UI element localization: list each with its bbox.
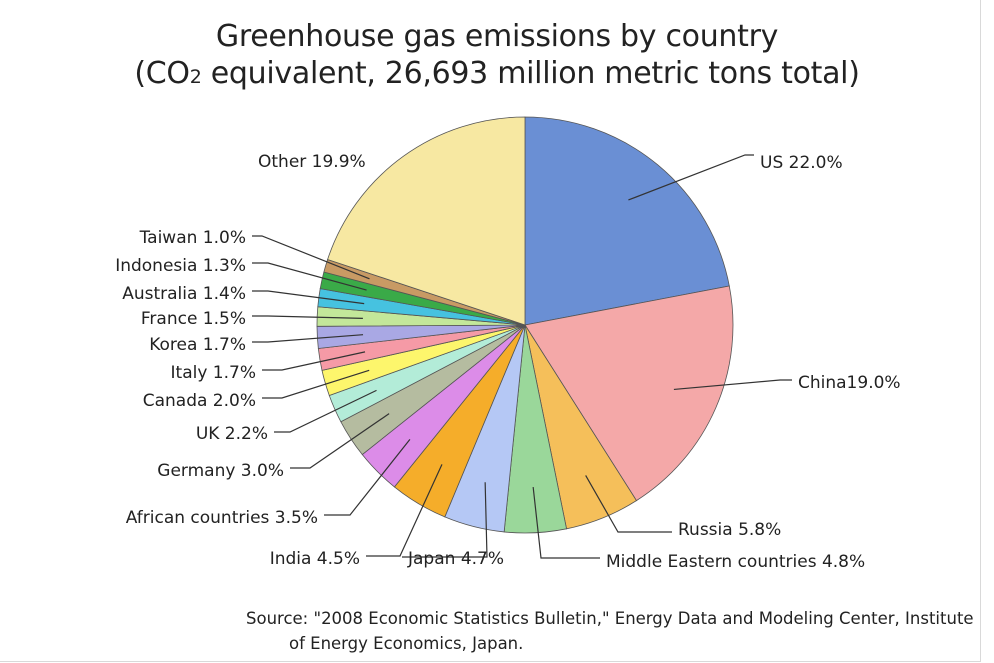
leader-line-china <box>673 379 792 391</box>
slice-label-australia: Australia 1.4% <box>122 284 246 304</box>
leader-line-russia <box>585 475 672 533</box>
leader-line-canada <box>262 369 370 399</box>
leader-line-japan <box>402 482 488 558</box>
source-note: Source: "2008 Economic Statistics Bullet… <box>246 609 974 653</box>
leader-line-taiwan <box>252 235 370 280</box>
slice-label-taiwan: Taiwan 1.0% <box>139 228 246 248</box>
leader-line-italy <box>262 351 366 371</box>
slice-label-indonesia: Indonesia 1.3% <box>115 256 246 276</box>
slice-label-canada: Canada 2.0% <box>143 391 256 411</box>
slice-label-uk: UK 2.2% <box>196 424 268 444</box>
leader-line-korea <box>252 334 364 343</box>
pie-slice-us <box>524 116 730 326</box>
chart-title: Greenhouse gas emissions by country <box>215 19 779 54</box>
pie-slice-china <box>524 285 734 502</box>
slice-label-other: Other 19.9% <box>258 152 366 172</box>
leader-line-australia <box>252 290 365 305</box>
subtitle-prefix: (CO <box>134 56 190 91</box>
chart-subtitle: (CO2 equivalent, 26,693 million metric t… <box>0 56 994 95</box>
slice-label-us: US 22.0% <box>760 153 843 173</box>
slice-label-india: India 4.5% <box>270 549 360 569</box>
leader-line-us <box>628 154 754 201</box>
leader-line-middle-eastern-countries <box>532 486 600 559</box>
slice-label-korea: Korea 1.7% <box>149 335 246 355</box>
slice-label-african-countries: African countries 3.5% <box>126 508 318 528</box>
slice-label-china: China19.0% <box>798 373 901 393</box>
leader-line-france <box>252 315 363 319</box>
pie-slice-other <box>327 116 526 326</box>
slice-label-germany: Germany 3.0% <box>157 461 284 481</box>
subtitle-suffix: equivalent, 26,693 million metric tons t… <box>201 56 860 91</box>
leader-line-germany <box>290 413 390 469</box>
leader-line-uk <box>274 389 377 433</box>
leader-line-indonesia <box>252 262 367 291</box>
leader-line-india <box>366 464 443 557</box>
slice-label-italy: Italy 1.7% <box>171 363 256 383</box>
leader-line-african-countries <box>324 438 411 516</box>
slice-label-france: France 1.5% <box>141 309 246 329</box>
subtitle-subscript: 2 <box>189 66 202 88</box>
slice-label-russia: Russia 5.8% <box>678 520 781 540</box>
slice-label-middle-eastern-countries: Middle Eastern countries 4.8% <box>606 552 865 572</box>
slice-label-japan: Japan 4.7% <box>407 549 504 569</box>
